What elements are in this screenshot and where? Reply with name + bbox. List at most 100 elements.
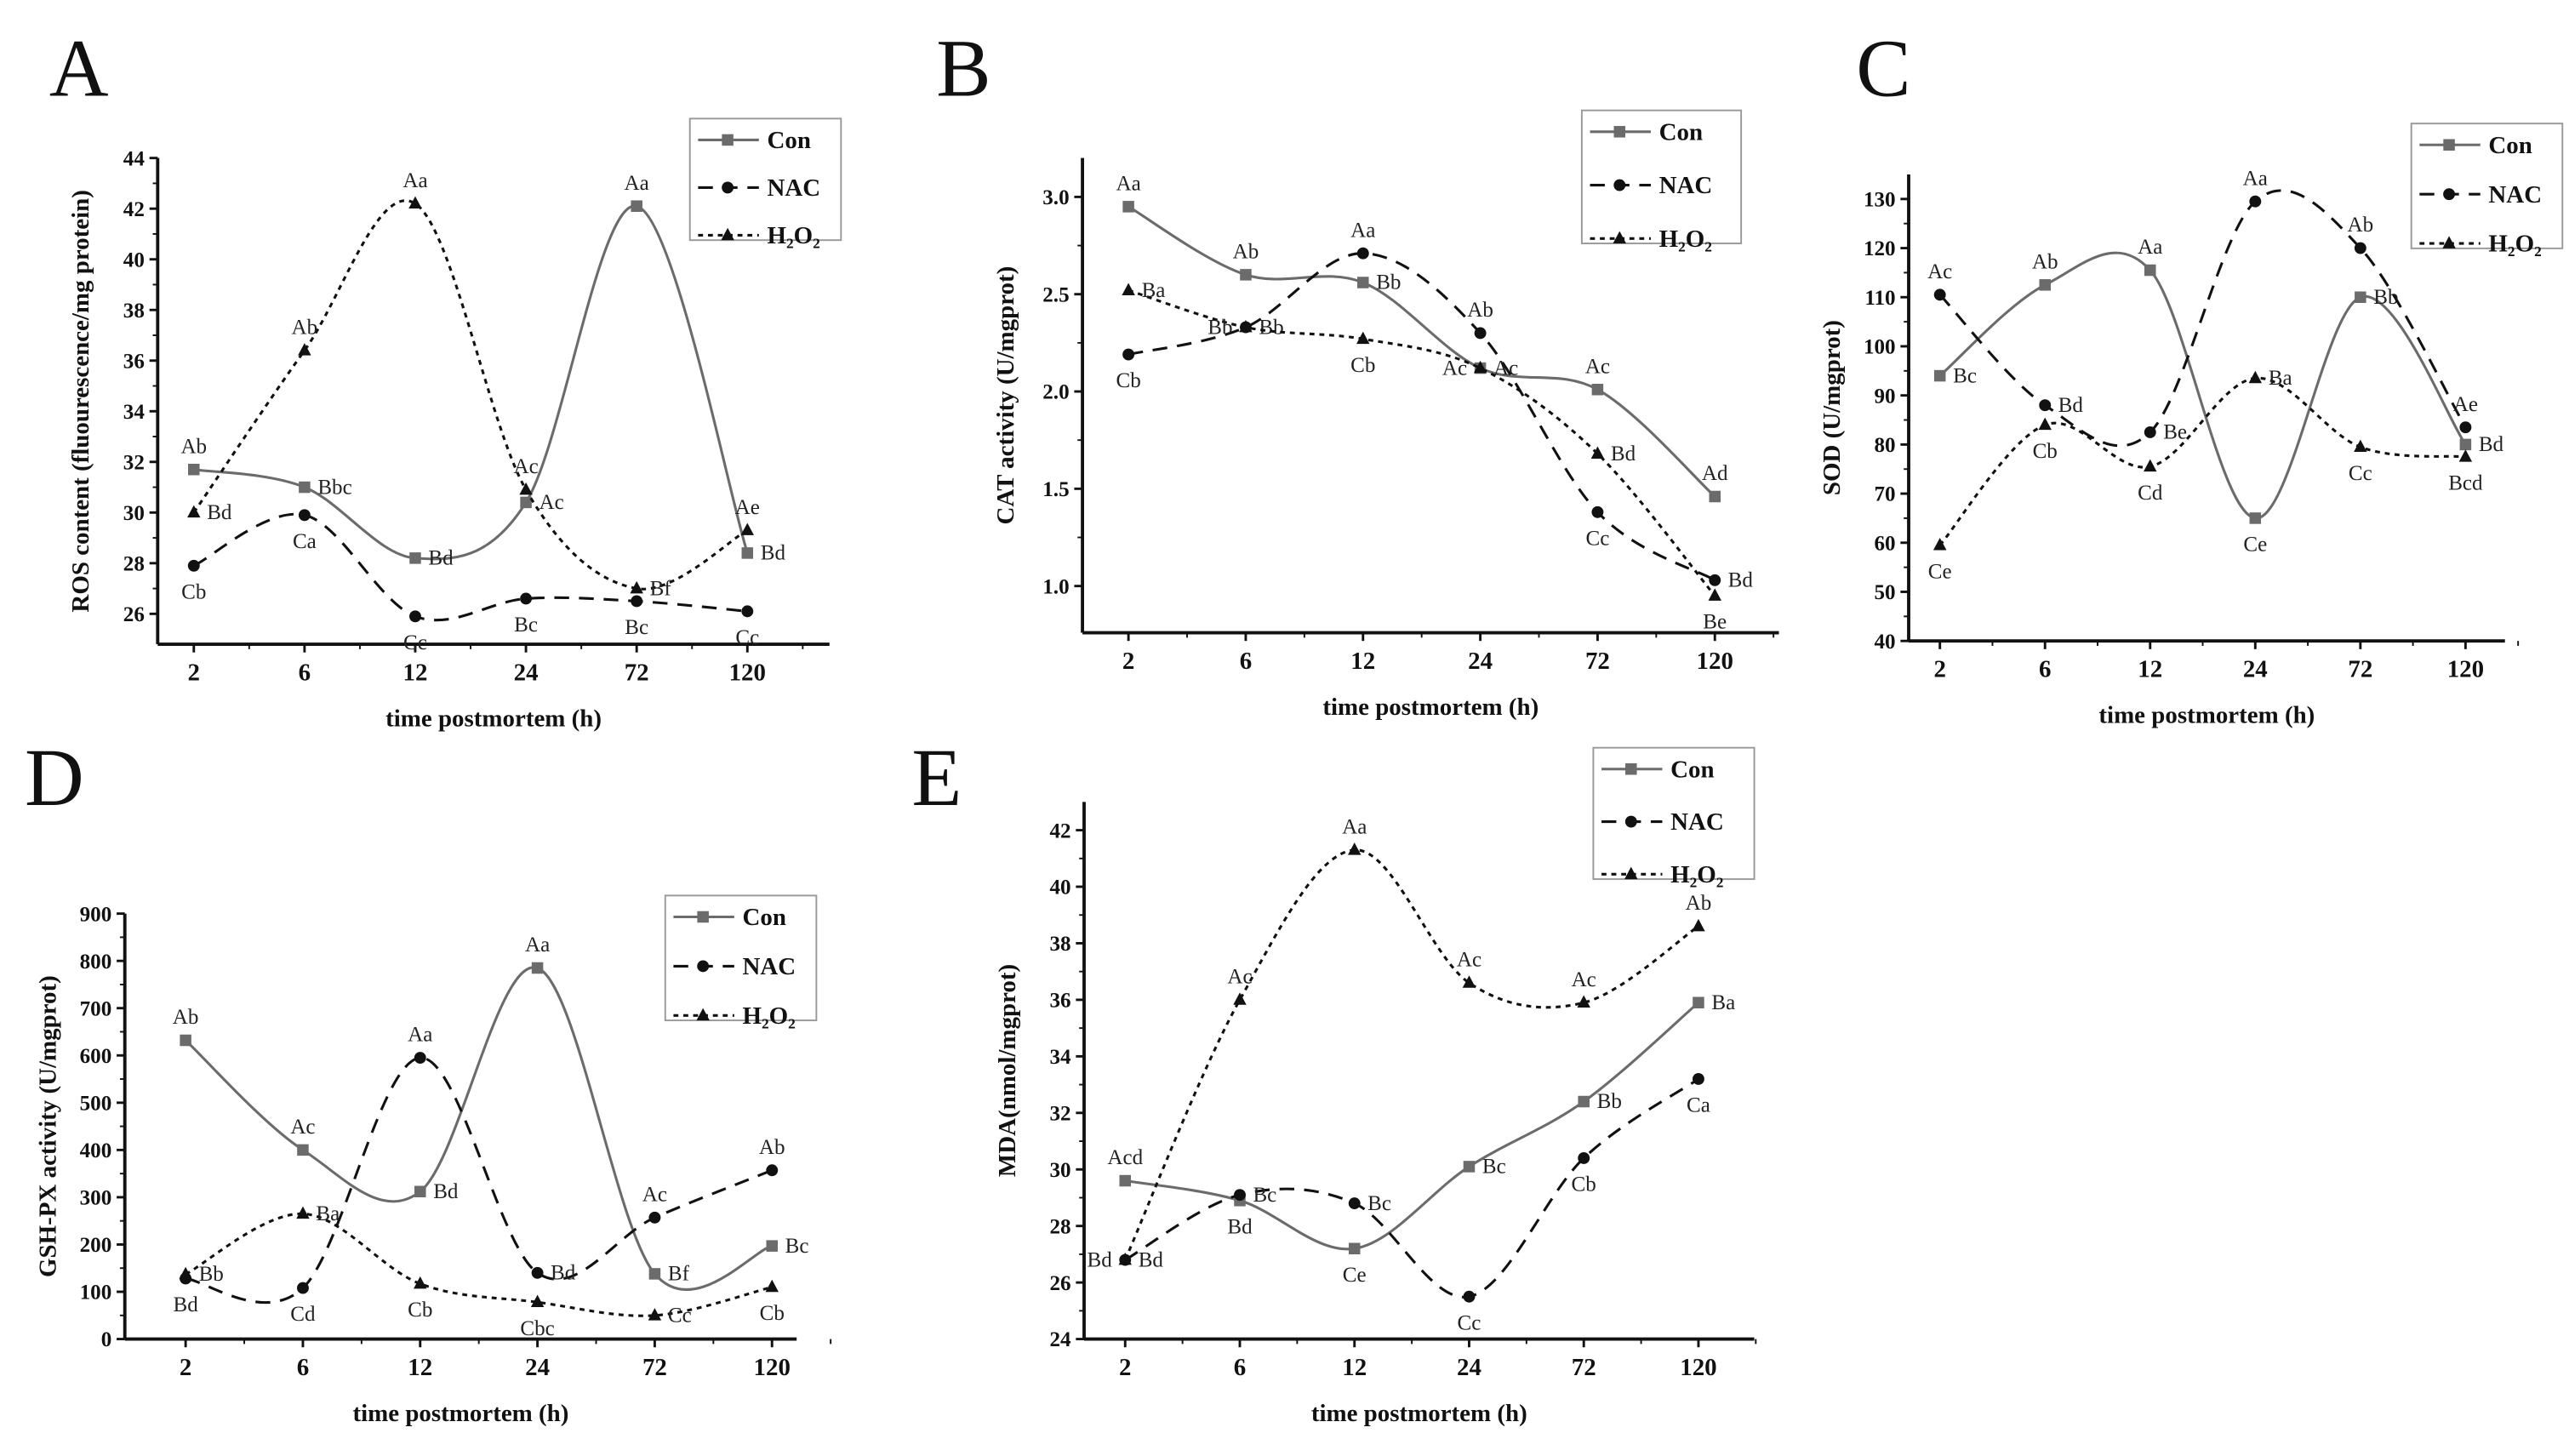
x-tick-label: 72 — [625, 659, 649, 687]
series-nac: Cb Ca Cc Bc Bc Cc — [181, 509, 759, 654]
significance-label: Bd — [1139, 1248, 1164, 1271]
y-tick-label: 80 — [1874, 434, 1895, 457]
significance-label: Bb — [199, 1263, 224, 1286]
data-point — [740, 522, 755, 535]
y-tick-label: 500 — [80, 1093, 112, 1116]
x-tick-label: 24 — [1468, 648, 1493, 675]
significance-label: Ac — [539, 491, 564, 514]
series-h2o2: Ce Cb Cd Ba Cc Bcd — [1928, 367, 2483, 583]
data-point — [2459, 438, 2472, 451]
significance-label: Aa — [2138, 236, 2162, 259]
y-tick-label: 900 — [80, 903, 112, 926]
data-point — [296, 1282, 309, 1294]
significance-label: Bf — [650, 577, 672, 600]
significance-label: Ce — [1343, 1264, 1367, 1287]
x-tick-label: 120 — [1697, 648, 1733, 675]
data-point — [631, 200, 642, 212]
legend-marker — [1625, 763, 1637, 775]
x-axis-title: time postmortem (h) — [1322, 694, 1539, 721]
significance-label: Cd — [2138, 482, 2163, 505]
significance-label: Cbc — [520, 1317, 554, 1340]
significance-label: Ca — [1687, 1094, 1710, 1117]
data-point — [630, 580, 643, 594]
series-line — [185, 1212, 773, 1317]
y-tick-label: 30 — [1049, 1159, 1070, 1182]
data-point — [2458, 449, 2473, 462]
data-point — [1462, 975, 1476, 988]
legend-marker — [2443, 188, 2456, 201]
data-point — [298, 509, 311, 522]
y-tick-label: 0 — [101, 1328, 112, 1351]
data-point — [297, 1144, 309, 1156]
x-tick-label: 2 — [188, 659, 200, 687]
x-tick-label: 12 — [2138, 656, 2162, 683]
series-con: Acd Bd Ce Bc Bb Ba — [1107, 991, 1735, 1287]
legend: Con NAC H₂O₂ — [2410, 123, 2564, 258]
data-point — [414, 1052, 426, 1065]
data-point — [648, 1211, 661, 1224]
y-tick-label: 40 — [1049, 876, 1070, 899]
data-point — [1692, 1072, 1704, 1085]
legend-label: NAC — [767, 174, 820, 202]
legend: Con NAC H₂O₂ — [1592, 746, 1755, 888]
data-point — [1357, 277, 1369, 288]
series-h2o2: Ba Bb Cb Ac Bd Be — [1122, 279, 1727, 634]
significance-label: Ab — [1686, 892, 1712, 915]
significance-label: Bc — [1482, 1156, 1506, 1179]
y-tick-label: 110 — [1864, 287, 1895, 310]
significance-label: Bd — [173, 1293, 198, 1316]
significance-label: Aa — [1350, 219, 1375, 242]
significance-label: Ba — [1711, 991, 1735, 1014]
data-point — [1122, 348, 1135, 361]
y-tick-label: 44 — [123, 147, 146, 170]
significance-label: Cb — [408, 1299, 432, 1322]
data-point — [1578, 1152, 1590, 1164]
legend-marker — [1613, 231, 1627, 244]
significance-label: Ac — [1585, 355, 1610, 378]
significance-label: Ab — [1233, 241, 1259, 264]
significance-label: Bd — [1088, 1248, 1113, 1271]
legend-label: H₂O₂ — [742, 1002, 795, 1030]
significance-label: Bd — [433, 1180, 459, 1203]
significance-label: Ac — [1442, 357, 1467, 380]
significance-label: Bf — [668, 1263, 690, 1286]
y-tick-label: 28 — [1049, 1215, 1070, 1238]
x-tick-label: 2 — [1933, 656, 1945, 683]
y-tick-label: 28 — [123, 553, 145, 576]
significance-label: Bd — [1728, 569, 1754, 592]
y-tick-label: 700 — [80, 997, 112, 1020]
y-tick-label: 300 — [80, 1187, 112, 1210]
significance-label: Ac — [513, 455, 538, 478]
series-h2o2: Bd Ac Aa Ac Ac Ab — [1088, 816, 1712, 1272]
y-tick-label: 130 — [1864, 189, 1896, 212]
data-point — [1240, 269, 1252, 281]
data-point — [409, 610, 421, 623]
y-tick-label: 100 — [80, 1282, 112, 1305]
y-tick-label: 90 — [1874, 385, 1895, 408]
data-point — [2144, 425, 2156, 438]
data-point — [1933, 288, 1946, 301]
legend: Con NAC H₂O₂ — [664, 894, 818, 1030]
x-tick-label: 120 — [1680, 1354, 1716, 1381]
significance-label: Cc — [735, 626, 759, 649]
data-point — [1708, 588, 1721, 601]
y-tick-label: 38 — [1049, 933, 1070, 956]
data-point — [741, 547, 754, 559]
y-tick-label: 70 — [1874, 483, 1895, 506]
significance-label: Cc — [668, 1305, 692, 1328]
x-tick-label: 72 — [1572, 1354, 1596, 1381]
y-tick-label: 40 — [123, 248, 145, 271]
data-point — [1591, 505, 1604, 518]
significance-label: Bd — [207, 501, 232, 524]
significance-label: Ac — [1457, 949, 1481, 972]
significance-label: Be — [1703, 611, 1727, 634]
significance-label: Be — [2163, 421, 2187, 444]
series-line — [193, 204, 749, 561]
significance-label: Cb — [181, 580, 206, 603]
data-point — [414, 1276, 427, 1289]
series-nac: Bd Cd Aa Bd Ac Ab — [173, 1024, 785, 1326]
data-point — [519, 482, 533, 495]
y-tick-label: 30 — [123, 502, 145, 525]
data-point — [2354, 242, 2366, 254]
